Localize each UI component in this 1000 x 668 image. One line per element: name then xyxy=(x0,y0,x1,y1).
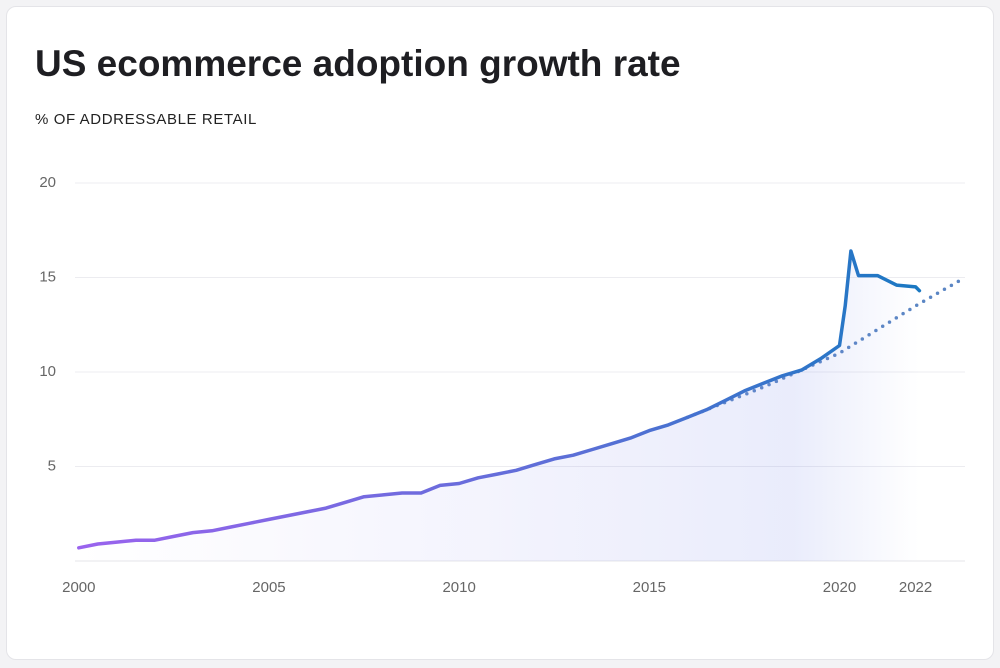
x-tick-label: 2010 xyxy=(442,579,475,596)
x-tick-label: 2015 xyxy=(633,579,666,596)
y-tick-label: 15 xyxy=(39,268,56,285)
area-fill xyxy=(78,251,920,561)
x-tick-label: 2022 xyxy=(899,579,932,596)
x-tick-label: 2000 xyxy=(62,579,95,596)
chart-title: US ecommerce adoption growth rate xyxy=(35,43,681,84)
data-line xyxy=(77,249,922,550)
x-tick-label: 2005 xyxy=(252,579,285,596)
y-tick-label: 5 xyxy=(48,457,56,474)
chart-subtitle: % OF ADDRESSABLE RETAIL xyxy=(35,111,257,128)
y-tick-label: 10 xyxy=(39,363,56,380)
y-tick-label: 20 xyxy=(39,174,56,191)
x-tick-label: 2020 xyxy=(823,579,856,596)
